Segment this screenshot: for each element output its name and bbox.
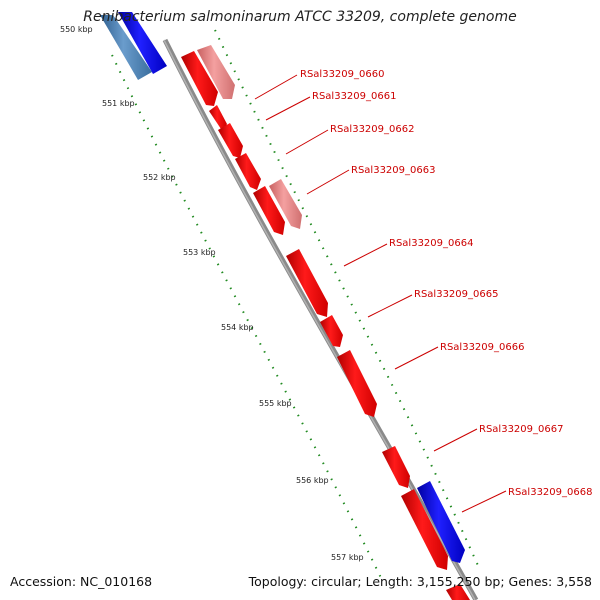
gene-forward — [218, 123, 243, 158]
gene-forward — [446, 584, 470, 600]
kbp-tick-label: 554 kbp — [221, 323, 254, 332]
gene-label: RSal33209_0667 — [479, 424, 563, 435]
gene-label: RSal33209_0663 — [351, 165, 435, 176]
gene-forward-light — [197, 45, 235, 99]
gene-forward — [286, 249, 328, 317]
gene-reverse-blue — [118, 12, 167, 74]
gene-forward — [401, 489, 448, 570]
gene-forward — [382, 446, 410, 488]
genome-backbone — [162, 38, 479, 600]
gene-label: RSal33209_0660 — [300, 69, 384, 80]
gene-forward-light — [269, 179, 302, 229]
genome-backbone-highlight — [163, 39, 476, 600]
page-title: Renibacterium salmoninarum ATCC 33209, c… — [83, 9, 517, 25]
gene-label: RSal33209_0662 — [330, 124, 414, 135]
gene-label: RSal33209_0664 — [389, 238, 473, 249]
gene-forward — [337, 350, 377, 417]
gene-labels: RSal33209_0660 RSal33209_0661 RSal33209_06… — [300, 69, 592, 498]
dotted-ring-outer — [214, 29, 481, 571]
gene-label: RSal33209_0666 — [440, 342, 524, 353]
kbp-tick-label: 556 kbp — [296, 476, 329, 485]
gene-label: RSal33209_0661 — [312, 91, 396, 102]
gene-forward — [181, 51, 218, 106]
kbp-tick-label: 550 kbp — [60, 25, 93, 34]
topology-summary: Topology: circular; Length: 3,155,250 bp… — [248, 574, 592, 589]
gene-label: RSal33209_0665 — [414, 289, 498, 300]
gene-label-leaders — [254, 74, 507, 513]
kbp-tick-label: 553 kbp — [183, 248, 216, 257]
gene-reverse-blue — [417, 481, 465, 563]
gene-label: RSal33209_0668 — [508, 487, 592, 498]
accession-label: Accession: NC_010168 — [10, 574, 153, 589]
kbp-tick-label: 557 kbp — [331, 553, 364, 562]
gene-reverse-steel — [100, 15, 152, 80]
kbp-tick-labels: 550 kbp 551 kbp 552 kbp 553 kbp 554 kbp 555 k… — [60, 25, 364, 562]
gene-forward — [320, 315, 343, 347]
gene-forward — [235, 153, 261, 190]
gene-forward — [209, 105, 227, 132]
kbp-tick-label: 555 kbp — [259, 399, 292, 408]
kbp-tick-label: 551 kbp — [102, 99, 135, 108]
gene-forward — [253, 186, 285, 235]
kbp-tick-label: 552 kbp — [143, 173, 176, 182]
